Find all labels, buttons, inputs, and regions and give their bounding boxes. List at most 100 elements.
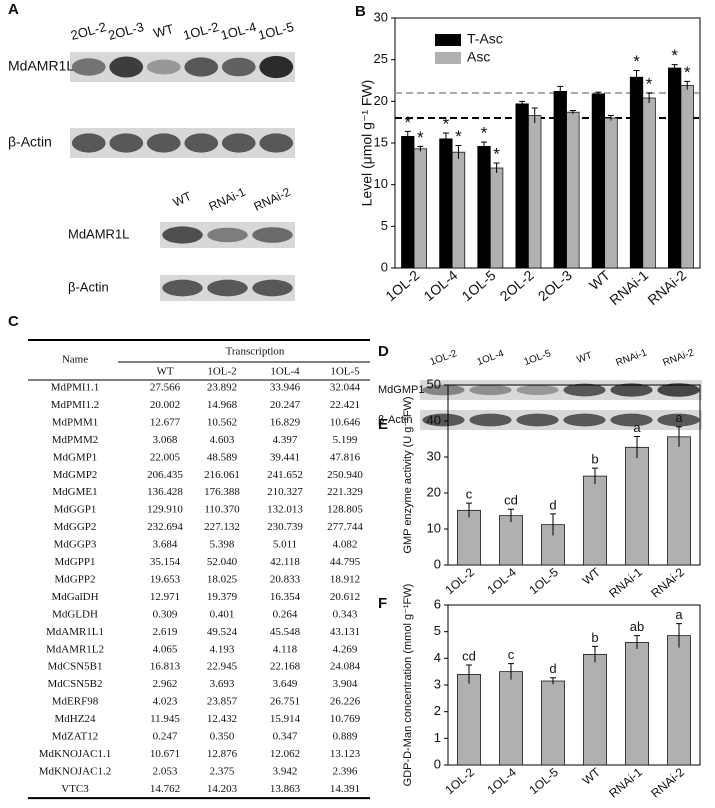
table-cell: 14.391 xyxy=(330,783,360,795)
x-tick-label: 1OL-2 xyxy=(442,565,477,597)
table-cell: MdPMI1.2 xyxy=(51,399,100,411)
table-cell: 12.432 xyxy=(207,713,237,725)
significance-label: d xyxy=(549,497,556,512)
table-cell: 0.350 xyxy=(210,731,235,743)
legend-swatch xyxy=(435,34,461,46)
error-bar xyxy=(455,145,462,159)
blot-row-label: MdAMR1L xyxy=(68,226,129,241)
x-tick-label: 1OL-5 xyxy=(526,765,561,797)
table-cell: 4.603 xyxy=(210,434,235,446)
significance-label: * xyxy=(671,46,678,65)
table-cell: MdGMP1 xyxy=(53,451,98,463)
table-cell: 14.968 xyxy=(207,399,238,411)
table-cell: MdKNOJAC1.2 xyxy=(39,765,111,777)
y-tick-label: 10 xyxy=(427,520,441,535)
blot-lane-label: 1OL-4 xyxy=(476,348,506,368)
table-cell: 16.813 xyxy=(150,661,181,673)
table-header: WT xyxy=(156,366,173,378)
table-cell: MdGGP1 xyxy=(54,504,97,516)
error-bar xyxy=(592,467,598,484)
table-cell: 129.910 xyxy=(147,504,183,516)
error-bar xyxy=(466,502,472,518)
y-tick-label: 0 xyxy=(434,756,441,771)
x-tick-label: RNAi-2 xyxy=(644,267,689,308)
table-cell: 110.370 xyxy=(204,504,240,516)
blot-lane-label: 1OL-5 xyxy=(523,348,553,368)
table-cell: 132.013 xyxy=(267,504,303,516)
significance-label: d xyxy=(549,661,556,676)
table-cell: 20.833 xyxy=(270,573,301,585)
table-cell: 2.396 xyxy=(333,765,358,777)
table-cell: 11.945 xyxy=(150,713,180,725)
blot-strip xyxy=(70,128,295,158)
blot-band xyxy=(469,413,512,427)
blot-band xyxy=(184,57,219,77)
significance-label: c xyxy=(466,487,473,502)
bar xyxy=(499,671,523,766)
error-bar xyxy=(493,162,500,173)
table-cell: 5.199 xyxy=(333,434,358,446)
blot-band xyxy=(259,55,294,79)
panel-label: C xyxy=(8,313,19,330)
bar xyxy=(680,85,694,269)
error-bar xyxy=(550,513,556,536)
blot-band xyxy=(610,383,653,397)
error-bar xyxy=(684,80,691,90)
table-cell: 32.044 xyxy=(330,382,361,394)
table-cell: 0.309 xyxy=(153,608,178,620)
table-cell: 0.343 xyxy=(333,608,358,620)
table-cell: 48.589 xyxy=(207,451,238,463)
blot-row-label: β-Actin xyxy=(378,414,412,426)
blot-band xyxy=(221,133,256,153)
table-cell: 0.247 xyxy=(153,731,178,743)
significance-label: cd xyxy=(462,648,476,663)
table-header: Name xyxy=(62,354,88,366)
table-cell: 42.118 xyxy=(270,556,300,568)
table-cell: MdGalDH xyxy=(51,591,98,603)
bar xyxy=(629,76,644,269)
table-cell: 44.795 xyxy=(330,556,361,568)
error-bar xyxy=(481,141,488,151)
y-tick-label: 20 xyxy=(427,484,441,499)
significance-label: * xyxy=(455,127,462,146)
table-cell: 14.762 xyxy=(150,783,180,795)
bar xyxy=(604,117,618,269)
y-tick-label: 0 xyxy=(434,556,441,571)
x-tick-label: 1OL-5 xyxy=(459,267,499,304)
table-cell: MdGPP2 xyxy=(55,573,96,585)
panel-label: E xyxy=(378,416,388,433)
table-cell: MdGGP3 xyxy=(54,539,97,551)
error-bar xyxy=(592,645,598,663)
panel-label: D xyxy=(378,343,389,360)
plot-frame xyxy=(447,384,701,566)
blot-lane-label: 2OL-3 xyxy=(107,19,146,43)
bar xyxy=(625,641,649,766)
table-cell: 22.005 xyxy=(150,451,181,463)
significance-label: a xyxy=(675,607,683,622)
y-tick-label: 0 xyxy=(381,259,388,274)
error-bar xyxy=(417,145,424,152)
table-cell: 0.347 xyxy=(273,731,298,743)
y-tick-label: 30 xyxy=(374,9,388,24)
x-tick-label: 2OL-3 xyxy=(535,267,575,304)
significance-label: * xyxy=(481,124,488,143)
y-tick-label: 50 xyxy=(427,376,441,391)
bar xyxy=(515,103,529,269)
table-cell: 3.904 xyxy=(333,678,358,690)
table-cell: 250.940 xyxy=(327,469,363,481)
bar xyxy=(553,90,567,269)
blot-lane-label: 1OL-2 xyxy=(429,348,459,368)
table-cell: 12.876 xyxy=(207,748,238,760)
error-bar xyxy=(595,91,602,96)
table-cell: 10.646 xyxy=(330,416,361,428)
significance-label: ab xyxy=(630,619,644,634)
x-tick-label: RNAi-1 xyxy=(606,565,645,601)
table-cell: 19.379 xyxy=(207,591,238,603)
bar xyxy=(583,653,607,766)
table-cell: 19.653 xyxy=(150,573,181,585)
x-tick-label: 1OL-4 xyxy=(484,565,519,597)
blot-band xyxy=(259,133,294,153)
blot-lane-label: WT xyxy=(575,350,593,366)
blot-lane-label: WT xyxy=(152,21,175,41)
error-bar xyxy=(676,426,682,447)
